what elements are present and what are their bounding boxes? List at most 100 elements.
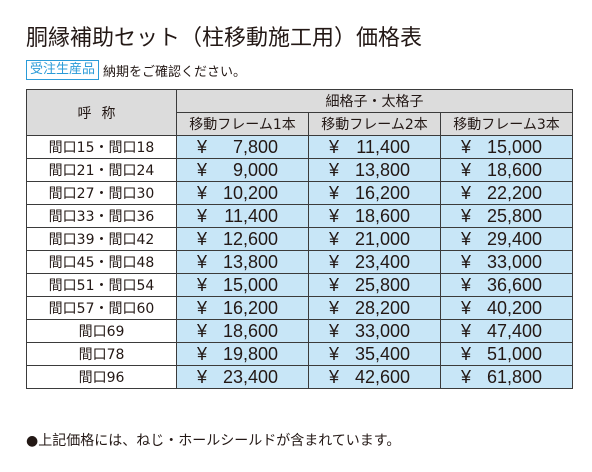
row-name: 間口15・間口18 [26, 135, 177, 159]
row-name: 間口33・間口36 [26, 204, 177, 228]
price-value: 47,400 [486, 320, 542, 341]
price-cell: ¥25,800 [440, 204, 573, 228]
price-cell: ¥40,200 [440, 296, 573, 320]
currency-symbol: ¥ [461, 297, 472, 318]
currency-symbol: ¥ [197, 205, 208, 226]
price-value: 40,200 [486, 297, 542, 318]
price-value: 23,400 [222, 366, 278, 387]
delivery-note: 納期をご確認ください。 [103, 64, 247, 80]
currency-symbol: ¥ [329, 366, 340, 387]
table-row: 間口51・間口54 ¥15,000 ¥25,800 ¥36,600 [26, 273, 573, 297]
price-cell: ¥23,400 [308, 250, 441, 274]
currency-symbol: ¥ [197, 366, 208, 387]
made-to-order-badge: 受注生産品 [26, 60, 100, 80]
table-row: 間口27・間口30 ¥10,200 ¥16,200 ¥22,200 [26, 181, 573, 205]
currency-symbol: ¥ [461, 251, 472, 272]
price-cell: ¥11,400 [308, 135, 441, 159]
price-value: 18,600 [354, 205, 410, 226]
currency-symbol: ¥ [461, 205, 472, 226]
table-row: 間口96 ¥23,400 ¥42,600 ¥61,800 [26, 365, 573, 389]
currency-symbol: ¥ [329, 320, 340, 341]
currency-symbol: ¥ [329, 182, 340, 203]
price-cell: ¥13,800 [176, 250, 309, 274]
price-cell: ¥51,000 [440, 342, 573, 366]
price-value: 16,200 [222, 297, 278, 318]
currency-symbol: ¥ [461, 320, 472, 341]
price-value: 13,800 [354, 159, 410, 180]
price-cell: ¥33,000 [308, 319, 441, 343]
footnote: ●上記価格には、ねじ・ホールシールドが含まれています。 [26, 433, 401, 449]
price-cell: ¥12,600 [176, 227, 309, 251]
price-value: 29,400 [486, 228, 542, 249]
currency-symbol: ¥ [461, 182, 472, 203]
price-cell: ¥7,800 [176, 135, 309, 159]
currency-symbol: ¥ [197, 343, 208, 364]
price-cell: ¥25,800 [308, 273, 441, 297]
row-name: 間口27・間口30 [26, 181, 177, 205]
price-value: 11,400 [356, 136, 410, 157]
price-cell: ¥29,400 [440, 227, 573, 251]
row-name: 間口78 [26, 342, 177, 366]
order-note: 受注生産品 納期をご確認ください。 [26, 59, 246, 81]
price-cell: ¥23,400 [176, 365, 309, 389]
price-cell: ¥18,600 [176, 319, 309, 343]
price-cell: ¥47,400 [440, 319, 573, 343]
price-value: 9,000 [232, 159, 278, 180]
price-value: 25,800 [354, 274, 410, 295]
price-value: 33,000 [486, 251, 542, 272]
price-cell: ¥22,200 [440, 181, 573, 205]
currency-symbol: ¥ [197, 251, 208, 272]
price-cell: ¥61,800 [440, 365, 573, 389]
column-header-frame-3: 移動フレーム3本 [440, 112, 573, 136]
currency-symbol: ¥ [461, 159, 472, 180]
row-name: 間口51・間口54 [26, 273, 177, 297]
price-value: 15,000 [222, 274, 278, 295]
price-cell: ¥21,000 [308, 227, 441, 251]
currency-symbol: ¥ [329, 251, 340, 272]
currency-symbol: ¥ [329, 136, 340, 157]
table-row: 間口21・間口24 ¥9,000 ¥13,800 ¥18,600 [26, 158, 573, 182]
table-row: 間口78 ¥19,800 ¥35,400 ¥51,000 [26, 342, 573, 366]
price-value: 35,400 [354, 343, 410, 364]
price-cell: ¥42,600 [308, 365, 441, 389]
row-name: 間口57・間口60 [26, 296, 177, 320]
price-cell: ¥18,600 [440, 158, 573, 182]
price-value: 22,200 [486, 182, 542, 203]
table-row: 間口57・間口60 ¥16,200 ¥28,200 ¥40,200 [26, 296, 573, 320]
price-cell: ¥10,200 [176, 181, 309, 205]
table-row: 間口39・間口42 ¥12,600 ¥21,000 ¥29,400 [26, 227, 573, 251]
price-value: 23,400 [354, 251, 410, 272]
price-value: 36,600 [486, 274, 542, 295]
currency-symbol: ¥ [329, 205, 340, 226]
lattice-group-header: 細格子・太格子 [176, 89, 573, 113]
price-cell: ¥36,600 [440, 273, 573, 297]
price-value: 21,000 [354, 228, 410, 249]
currency-symbol: ¥ [329, 343, 340, 364]
price-cell: ¥16,200 [308, 181, 441, 205]
price-value: 13,800 [222, 251, 278, 272]
price-cell: ¥9,000 [176, 158, 309, 182]
currency-symbol: ¥ [329, 159, 340, 180]
table-row: 間口45・間口48 ¥13,800 ¥23,400 ¥33,000 [26, 250, 573, 274]
currency-symbol: ¥ [197, 320, 208, 341]
price-value: 33,000 [354, 320, 410, 341]
price-cell: ¥13,800 [308, 158, 441, 182]
currency-symbol: ¥ [197, 297, 208, 318]
currency-symbol: ¥ [461, 366, 472, 387]
currency-symbol: ¥ [461, 136, 472, 157]
currency-symbol: ¥ [329, 274, 340, 295]
price-cell: ¥15,000 [176, 273, 309, 297]
page-title: 胴縁補助セット（柱移動施工用）価格表 [26, 26, 423, 51]
price-value: 15,000 [486, 136, 542, 157]
column-header-frame-2: 移動フレーム2本 [308, 112, 441, 136]
price-cell: ¥18,600 [308, 204, 441, 228]
price-value: 28,200 [354, 297, 410, 318]
price-value: 10,200 [222, 182, 278, 203]
price-table: 呼称 細格子・太格子 移動フレーム1本 移動フレーム2本 移動フレーム3本 間口… [26, 89, 573, 389]
price-cell: ¥11,400 [176, 204, 309, 228]
currency-symbol: ¥ [197, 159, 208, 180]
currency-symbol: ¥ [329, 228, 340, 249]
price-cell: ¥15,000 [440, 135, 573, 159]
table-row: 間口15・間口18 ¥7,800 ¥11,400 ¥15,000 [26, 135, 573, 159]
table-row: 間口69 ¥18,600 ¥33,000 ¥47,400 [26, 319, 573, 343]
